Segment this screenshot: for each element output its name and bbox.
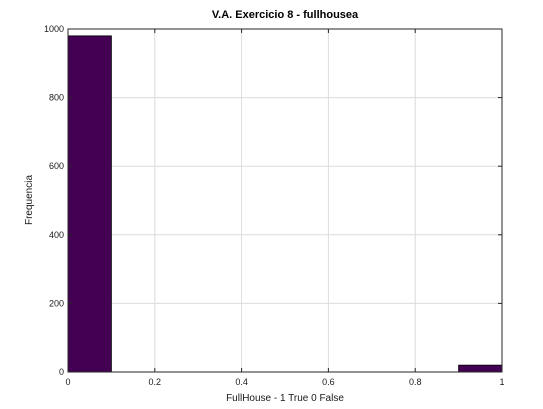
x-tick-label: 0.2 (149, 377, 162, 387)
plot-frame (67, 28, 503, 373)
y-tick-label: 200 (49, 298, 64, 308)
grid-lines (67, 28, 503, 373)
x-tick-label: 1 (499, 377, 504, 387)
y-tick-label: 0 (59, 367, 64, 377)
x-tick-label: 0.6 (322, 377, 335, 387)
y-tick-label: 800 (49, 93, 64, 103)
y-axis-label: Frequencia (24, 175, 35, 225)
axis-ticks: 0 0.2 0.4 0.6 0.8 1 0 200 400 600 800 1000 (44, 24, 505, 387)
y-tick-label: 1000 (44, 24, 64, 34)
x-tick-label: 0 (65, 377, 70, 387)
bars (67, 35, 503, 373)
histogram-bar (67, 35, 112, 373)
histogram-bar (458, 364, 503, 373)
chart-title: V.A. Exercicio 8 - fullhousea (212, 9, 359, 21)
y-tick-label: 400 (49, 230, 64, 240)
x-tick-label: 0.8 (409, 377, 422, 387)
y-tick-label: 600 (49, 161, 64, 171)
x-tick-label: 0.4 (235, 377, 248, 387)
x-axis-label: FullHouse - 1 True 0 False (226, 393, 344, 404)
